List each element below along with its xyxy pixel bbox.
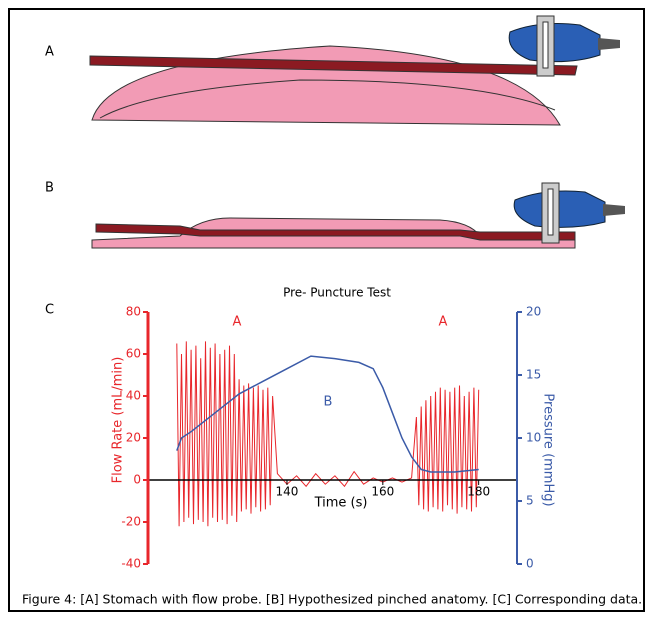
chart-title: Pre- Puncture Test [283,286,391,300]
y-axis-label: Flow Rate (mL/min) [111,357,126,484]
x-tick-label: 160 [371,485,394,499]
y2-tick-label: 5 [526,494,534,508]
series-line [176,355,479,473]
caption: Figure 4: [A] Stomach with flow probe. [… [22,592,642,607]
series-line [176,341,480,527]
x-axis-label: Time (s) [314,496,368,511]
y-tick-label: 40 [126,389,141,403]
y2-axis-label: Pressure (mmHg) [541,393,556,506]
y2-tick-label: 20 [526,305,541,319]
y-tick-label: -40 [121,557,141,571]
y-tick-label: 60 [126,347,141,361]
annotation: A [439,315,448,330]
panel-label: B [45,181,54,196]
y-tick-label: -20 [121,515,141,529]
annotation: B [324,395,333,410]
y2-tick-label: 0 [526,557,534,571]
x-tick-label: 140 [276,485,299,499]
frame [8,8,645,612]
y-tick-label: 80 [126,305,141,319]
y-tick-label: 20 [126,431,141,445]
y-tick-label: 0 [133,473,141,487]
x-tick-label: 180 [467,485,490,499]
y2-tick-label: 10 [526,431,541,445]
chart: Pre- Puncture Test 140 160 180 80 60 40 20 0 -20… [111,286,556,571]
y2-tick-label: 15 [526,368,541,382]
panel-label: C [45,303,54,318]
annotation: A [233,315,242,330]
panel-label: A [45,45,54,60]
stomach-b [91,182,625,249]
stomach-a [89,15,620,126]
